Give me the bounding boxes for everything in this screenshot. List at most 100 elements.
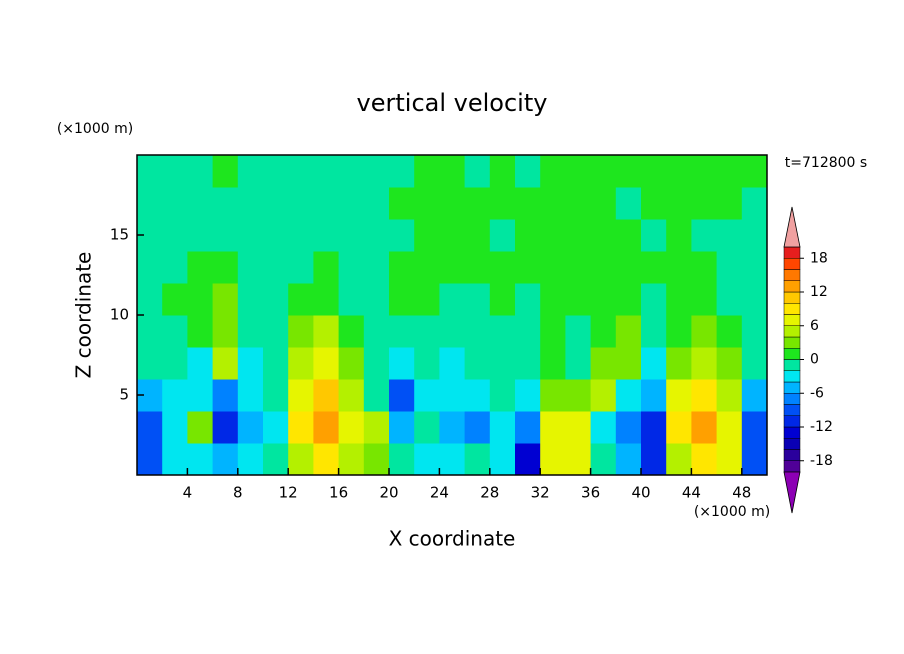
field-cell [137,155,163,188]
field-cell [590,411,617,444]
field-cell [137,411,163,444]
field-cell [464,155,491,188]
field-cell [691,443,718,476]
field-cell [515,187,541,220]
colorbar-box [783,280,801,293]
field-cell [212,155,239,188]
field-cell [666,315,692,348]
colorbar-tick-label: 18 [810,250,828,266]
field-cell [641,315,667,348]
field-cell [237,219,264,252]
field-cell [439,315,466,348]
field-cell [615,411,642,444]
field-cell [439,219,466,252]
field-cell [565,379,592,412]
field-cell [540,187,566,220]
field-cell [389,187,415,220]
field-cell [565,283,592,316]
x-tick-label: 44 [682,484,701,502]
field-cell [237,187,264,220]
field-cell [414,155,440,188]
field-cell [187,443,214,476]
field-cell [615,379,642,412]
field-cell [615,283,642,316]
colorbar-box [783,314,801,326]
field-cell [212,251,239,284]
y-axis-label: Z coordinate [72,252,96,379]
field-cell [641,219,667,252]
colorbar-box [783,336,801,349]
field [137,155,768,476]
field-cell [212,187,239,220]
field-cell [212,411,239,444]
field-cell [590,283,617,316]
field-cell [590,187,617,220]
field-cell [187,283,214,316]
field-cell [464,315,491,348]
field-cell [716,315,743,348]
field-cell [691,251,718,284]
y-tick-label: 5 [119,386,129,404]
field-cell [666,411,692,444]
field-cell [288,315,314,348]
field-cell [489,315,516,348]
colorbar-box [783,325,801,338]
field-cell [741,251,768,284]
field-cell [540,347,566,380]
field-cell [414,283,440,316]
field-cell [237,283,264,316]
field-cell [741,443,768,476]
field-cell [716,251,743,284]
field-cell [414,251,440,284]
field-cell [565,187,592,220]
field-cell [162,251,188,284]
field-cell [313,155,340,188]
field-cell [263,155,289,188]
field-cell [313,411,340,444]
field-cell [691,155,718,188]
colorbar-box [783,460,801,473]
field-cell [389,347,415,380]
colorbar-box [783,359,801,371]
field-cell [691,411,718,444]
field-cell [464,347,491,380]
field-cell [741,155,768,188]
field-cell [288,443,314,476]
field-cell [515,411,541,444]
field-cell [666,251,692,284]
field-cell [389,315,415,348]
field-cell [288,155,314,188]
field-cell [263,379,289,412]
colorbar-tick-label: 6 [810,318,819,334]
colorbar-box [783,415,801,428]
field-cell [464,411,491,444]
colorbar-box [783,370,801,383]
field-cell [187,379,214,412]
field-cell [666,219,692,252]
field-cell [641,443,667,476]
field-cell [313,443,340,476]
field-cell [716,155,743,188]
field-cell [288,283,314,316]
field-cell [263,347,289,380]
x-unit: (×1000 m) [694,504,770,520]
field-cell [489,155,516,188]
field-cell [464,443,491,476]
field-cell [641,187,667,220]
field-cell [263,315,289,348]
field-cell [666,379,692,412]
field-cell [615,443,642,476]
field-cell [389,283,415,316]
field-cell [187,315,214,348]
field-cell [187,251,214,284]
field-cell [691,347,718,380]
field-cell [162,411,188,444]
field-cell [489,443,516,476]
field-cell [741,379,768,412]
field-cell [615,187,642,220]
field-cell [212,315,239,348]
x-tick-label: 48 [732,484,751,502]
field-cell [288,347,314,380]
field-cell [540,219,566,252]
field-cell [464,379,491,412]
